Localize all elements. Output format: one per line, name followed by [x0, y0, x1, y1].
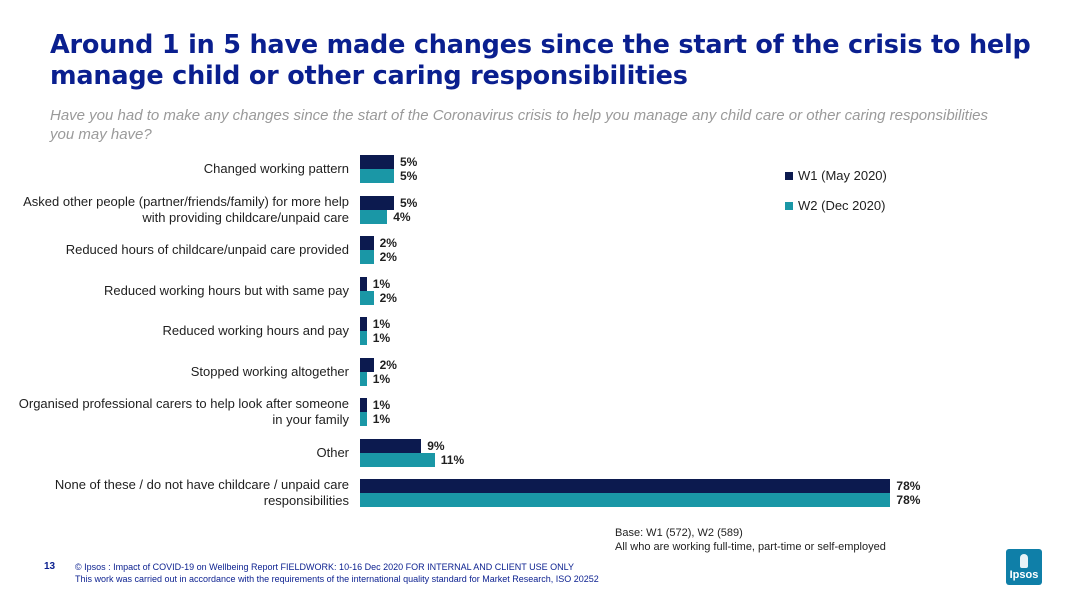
- legend-entry: W2 (Dec 2020): [785, 198, 885, 214]
- category-label: Other: [316, 444, 349, 460]
- data-label: 1%: [372, 331, 391, 345]
- bar-w1: [360, 236, 374, 250]
- legend-entry: W1 (May 2020): [785, 168, 887, 184]
- legend-label: W2 (Dec 2020): [798, 198, 886, 213]
- footer-text: © Ipsos : Impact of COVID-19 on Wellbein…: [75, 561, 599, 585]
- category-label: Reduced hours of childcare/unpaid care p…: [65, 242, 349, 257]
- category-label: Asked other people (partner/friends/fami…: [23, 193, 349, 225]
- footer-copyright: © Ipsos : Impact of COVID-19 on Wellbein…: [75, 562, 574, 572]
- data-label: 5%: [400, 169, 418, 183]
- bar-w1: [360, 398, 367, 412]
- data-label: 1%: [372, 412, 391, 426]
- bar-w2: [360, 169, 394, 183]
- category-label: None of these / do not have childcare / …: [54, 477, 349, 508]
- data-label: 2%: [379, 250, 397, 264]
- data-label: 1%: [372, 398, 391, 412]
- bar-w2: [360, 331, 367, 345]
- data-label: 1%: [372, 371, 391, 386]
- data-label: 4%: [393, 209, 411, 224]
- data-label: 11%: [440, 452, 465, 467]
- survey-question: Have you had to make any changes since t…: [50, 107, 988, 143]
- category-label: Stopped working altogether: [190, 363, 349, 379]
- bar-w1: [360, 276, 367, 291]
- bar-w2: [360, 493, 891, 507]
- base-note-population: All who are working full-time, part-time…: [615, 541, 886, 553]
- base-note: Base: W1 (572), W2 (589) All who are wor…: [615, 526, 886, 554]
- ipsos-logo: Ipsos: [1006, 549, 1042, 585]
- footer-iso-note: This work was carried out in accordance …: [75, 574, 599, 584]
- bar-w1: [360, 195, 394, 210]
- category-label: Reduced working hours and pay: [162, 323, 349, 338]
- data-label: 9%: [427, 438, 445, 453]
- legend-swatch: [785, 202, 793, 210]
- bar-w2: [360, 250, 374, 264]
- bar-w2: [360, 290, 374, 305]
- bar-w2: [360, 452, 435, 467]
- logo-wordmark: Ipsos: [1009, 569, 1039, 581]
- bar-w1: [360, 317, 367, 331]
- data-label: 2%: [379, 357, 397, 372]
- logo-mark-icon: [1020, 554, 1028, 568]
- data-label: 1%: [372, 317, 391, 331]
- base-note-sample: Base: W1 (572), W2 (589): [615, 527, 743, 539]
- data-label: 2%: [379, 236, 397, 250]
- data-label: 1%: [372, 276, 391, 291]
- page-number: 13: [44, 561, 56, 572]
- data-label: 5%: [400, 155, 418, 169]
- legend-swatch: [785, 172, 793, 180]
- data-label: 2%: [379, 290, 397, 305]
- page-title: Around 1 in 5 have made changes since th…: [50, 30, 1031, 91]
- bar-w1: [360, 438, 422, 453]
- bar-w1: [360, 155, 394, 169]
- bar-w1: [360, 479, 891, 493]
- bar-w2: [360, 371, 367, 386]
- legend-label: W1 (May 2020): [798, 168, 887, 183]
- data-label: 78%: [896, 493, 921, 507]
- category-label: Organised professional carers to help lo…: [18, 396, 349, 427]
- data-label: 5%: [400, 195, 418, 210]
- category-label: Changed working pattern: [203, 161, 349, 176]
- category-label: Reduced working hours but with same pay: [104, 282, 349, 298]
- bar-w2: [360, 412, 367, 426]
- bar-w2: [360, 209, 388, 224]
- data-label: 78%: [896, 479, 921, 493]
- bar-w1: [360, 357, 374, 372]
